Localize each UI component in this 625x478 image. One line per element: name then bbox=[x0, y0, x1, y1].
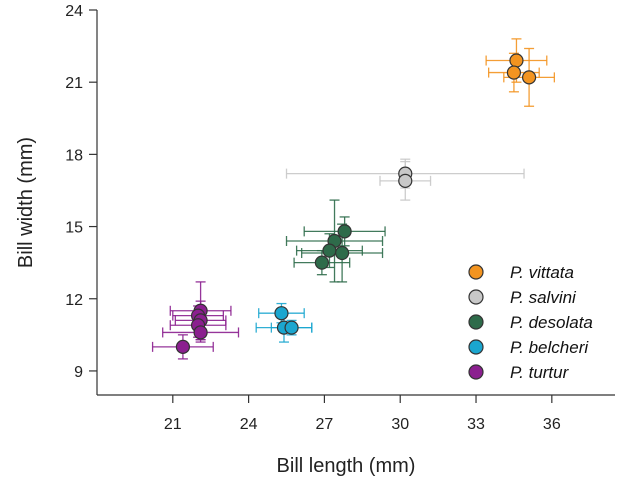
y-tick-label: 9 bbox=[74, 364, 83, 381]
point-p-vittata bbox=[521, 70, 537, 85]
legend-label-p-salvini: P. salvini bbox=[510, 288, 577, 307]
y-ticks: 9 12 15 18 21 24 bbox=[65, 3, 97, 381]
x-axis-title: Bill length (mm) bbox=[277, 455, 416, 477]
point-p-turtur bbox=[193, 325, 208, 340]
x-tick-label: 21 bbox=[164, 416, 182, 433]
point-p-desolata bbox=[337, 224, 352, 239]
y-axis-title: Bill width (mm) bbox=[15, 137, 37, 268]
y-tick-label: 12 bbox=[65, 292, 83, 309]
legend-marker-p-desolata bbox=[468, 314, 484, 330]
legend-marker-p-salvini bbox=[468, 289, 484, 305]
legend-marker-p-belcheri bbox=[468, 339, 484, 355]
legend-label-p-belcheri: P. belcheri bbox=[510, 338, 589, 357]
y-tick-label: 21 bbox=[65, 75, 83, 92]
point-p-belcheri bbox=[274, 306, 289, 321]
legend-label-p-desolata: P. desolata bbox=[510, 313, 593, 332]
legend-label-p-turtur: P. turtur bbox=[510, 363, 570, 382]
point-p-belcheri bbox=[284, 320, 299, 335]
x-tick-label: 24 bbox=[240, 416, 258, 433]
y-tick-label: 24 bbox=[65, 3, 83, 20]
error-bars bbox=[151, 38, 556, 360]
point-p-turtur bbox=[175, 339, 191, 354]
y-tick-label: 18 bbox=[65, 147, 83, 164]
axes: 9 12 15 18 21 24 21 24 27 30 33 36 bbox=[65, 3, 615, 433]
legend-marker-p-turtur bbox=[468, 364, 484, 380]
x-tick-label: 33 bbox=[467, 416, 485, 433]
legend-label-p-vittata: P. vittata bbox=[510, 263, 574, 282]
x-tick-label: 36 bbox=[543, 416, 561, 433]
x-tick-label: 30 bbox=[391, 416, 409, 433]
x-tick-label: 27 bbox=[316, 416, 334, 433]
data-points bbox=[175, 53, 537, 354]
point-p-desolata bbox=[322, 243, 337, 258]
point-p-desolata bbox=[335, 245, 350, 261]
legend-marker-p-vittata bbox=[468, 264, 484, 280]
point-p-vittata bbox=[509, 53, 524, 68]
y-tick-label: 15 bbox=[65, 220, 83, 237]
legend: P. vittata P. salvini P. desolata P. belche… bbox=[468, 263, 593, 382]
point-p-desolata bbox=[314, 255, 329, 270]
point-p-vittata bbox=[506, 65, 522, 80]
x-ticks: 21 24 27 30 33 36 bbox=[164, 395, 561, 433]
point-p-salvini bbox=[398, 173, 413, 188]
